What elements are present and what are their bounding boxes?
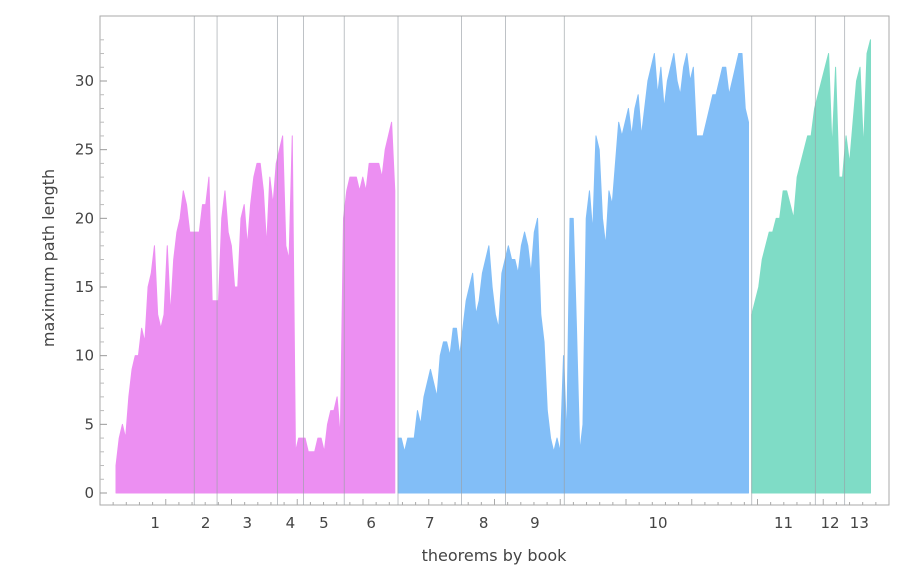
x-axis-title: theorems by book xyxy=(422,546,568,565)
series-group xyxy=(115,39,872,494)
x-tick-label: 8 xyxy=(479,514,489,532)
x-tick-label: 5 xyxy=(319,514,329,532)
y-axis-title: maximum path length xyxy=(39,169,58,347)
book-separators xyxy=(193,16,846,505)
y-tick-label: 10 xyxy=(75,347,94,365)
y-tick-label: 20 xyxy=(75,209,94,227)
x-tick-label: 6 xyxy=(366,514,376,532)
series-area-1 xyxy=(115,121,396,494)
x-tick-label: 11 xyxy=(774,514,793,532)
y-tick-label: 30 xyxy=(75,72,94,90)
x-axis-ticks: 1 2 3 4 5 6 7 8 9 10 11 12 13 xyxy=(99,499,890,532)
y-tick-label: 0 xyxy=(84,484,94,502)
x-tick-label: 3 xyxy=(242,514,252,532)
y-tick-label: 5 xyxy=(84,415,94,433)
x-tick-label: 2 xyxy=(201,514,211,532)
x-tick-label: 9 xyxy=(530,514,540,532)
y-tick-label: 15 xyxy=(75,278,94,296)
x-tick-label: 13 xyxy=(850,514,869,532)
x-tick-label: 12 xyxy=(820,514,839,532)
x-tick-label: 10 xyxy=(648,514,667,532)
series-area-2 xyxy=(397,53,749,494)
x-tick-label: 4 xyxy=(286,514,296,532)
y-axis-ticks: 0 5 10 15 20 25 30 xyxy=(75,39,107,502)
x-tick-label: 1 xyxy=(150,514,160,532)
y-tick-label: 25 xyxy=(75,141,94,159)
x-tick-label: 7 xyxy=(425,514,435,532)
series-area-3 xyxy=(751,39,872,494)
